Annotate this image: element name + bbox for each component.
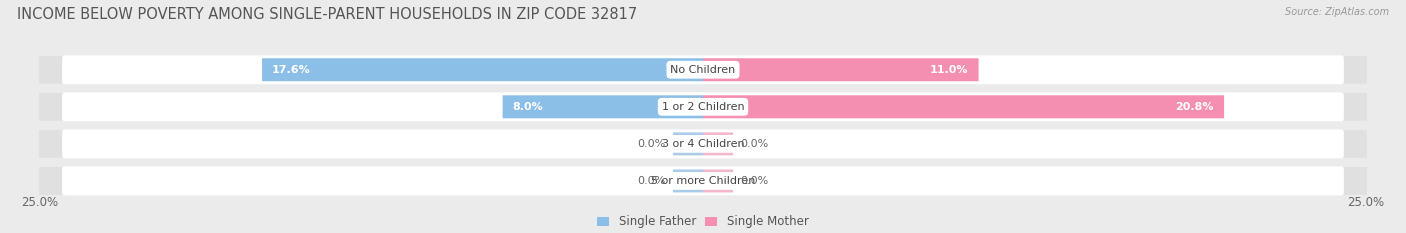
Text: 25.0%: 25.0% [1347, 196, 1385, 209]
Text: 0.0%: 0.0% [637, 176, 665, 186]
FancyBboxPatch shape [262, 58, 703, 81]
Text: INCOME BELOW POVERTY AMONG SINGLE-PARENT HOUSEHOLDS IN ZIP CODE 32817: INCOME BELOW POVERTY AMONG SINGLE-PARENT… [17, 7, 637, 22]
FancyBboxPatch shape [62, 55, 1344, 84]
FancyBboxPatch shape [673, 132, 703, 155]
FancyBboxPatch shape [502, 95, 703, 118]
Text: 20.8%: 20.8% [1175, 102, 1213, 112]
FancyBboxPatch shape [39, 130, 1367, 158]
Text: 3 or 4 Children: 3 or 4 Children [662, 139, 744, 149]
Text: 0.0%: 0.0% [741, 139, 769, 149]
FancyBboxPatch shape [62, 167, 1344, 195]
Text: 0.0%: 0.0% [741, 176, 769, 186]
Text: 11.0%: 11.0% [929, 65, 969, 75]
Text: 0.0%: 0.0% [637, 139, 665, 149]
FancyBboxPatch shape [62, 129, 1344, 158]
Text: 17.6%: 17.6% [273, 65, 311, 75]
Text: 25.0%: 25.0% [21, 196, 59, 209]
FancyBboxPatch shape [703, 169, 733, 192]
FancyBboxPatch shape [39, 56, 1367, 84]
Text: 5 or more Children: 5 or more Children [651, 176, 755, 186]
Legend: Single Father, Single Mother: Single Father, Single Mother [598, 216, 808, 229]
FancyBboxPatch shape [703, 58, 979, 81]
Text: 8.0%: 8.0% [513, 102, 543, 112]
Text: Source: ZipAtlas.com: Source: ZipAtlas.com [1285, 7, 1389, 17]
FancyBboxPatch shape [703, 95, 1225, 118]
FancyBboxPatch shape [62, 92, 1344, 121]
FancyBboxPatch shape [39, 167, 1367, 195]
Text: 1 or 2 Children: 1 or 2 Children [662, 102, 744, 112]
Text: No Children: No Children [671, 65, 735, 75]
FancyBboxPatch shape [39, 93, 1367, 121]
FancyBboxPatch shape [673, 169, 703, 192]
FancyBboxPatch shape [703, 132, 733, 155]
